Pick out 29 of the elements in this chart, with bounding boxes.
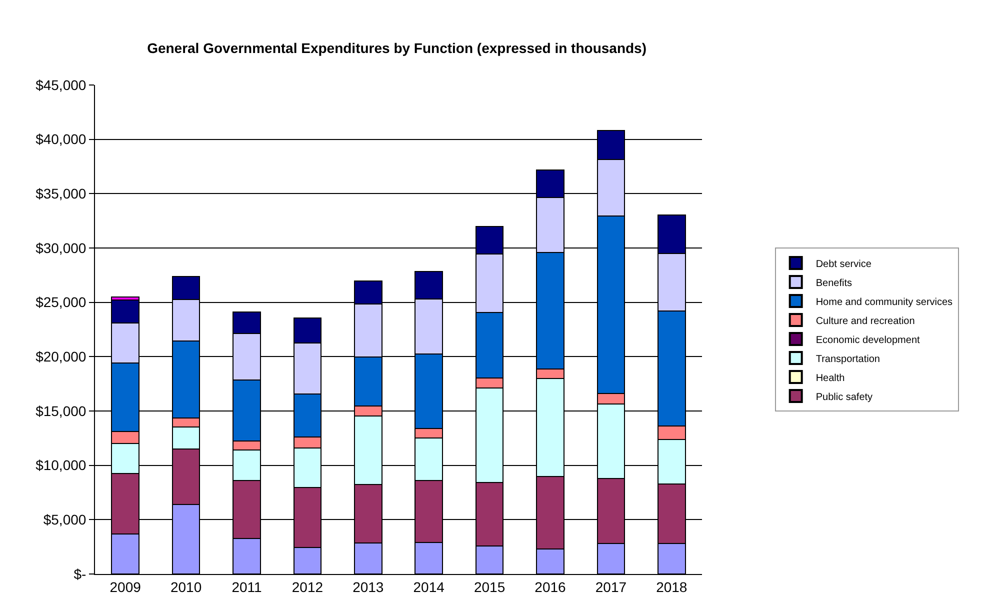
legend-label: Debt service	[816, 258, 872, 270]
y-tick-label: $25,000	[36, 294, 86, 310]
x-tick-label: 2014	[413, 578, 445, 595]
legend-label: Economic development	[816, 334, 920, 346]
legend-label: Health	[816, 372, 845, 384]
y-tick-label: $5,000	[43, 512, 86, 528]
x-tick-label: 2018	[656, 578, 688, 595]
x-tick-label: 2009	[110, 578, 142, 595]
x-tick-label: 2011	[232, 578, 262, 595]
legend-label: Home and community services	[816, 296, 953, 308]
y-tick-label: $15,000	[36, 402, 86, 419]
y-tick-label: $40,000	[36, 131, 86, 148]
y-tick-label: $20,000	[36, 348, 86, 365]
chart-title: General Governmental Expenditures by Function (expressed in thousands)	[147, 40, 647, 56]
x-tick-label: 2015	[474, 578, 506, 595]
legend-label: Transportation	[816, 354, 880, 365]
x-tick-label: 2016	[534, 578, 566, 595]
y-tick-label: $45,000	[36, 76, 86, 93]
x-tick-label: 2012	[292, 578, 324, 595]
x-tick-label: 2013	[352, 578, 384, 595]
legend-label: Public safety	[816, 392, 873, 403]
x-tick-label: 2017	[595, 578, 627, 595]
legend-label: Benefits	[816, 278, 852, 289]
legend-label: Culture and recreation	[816, 316, 915, 327]
y-tick-label: $35,000	[36, 186, 86, 202]
x-tick-label: 2010	[170, 578, 202, 595]
y-tick-label: $10,000	[36, 457, 86, 474]
y-tick-label: $30,000	[36, 240, 86, 256]
y-tick-label: $-	[74, 566, 87, 582]
